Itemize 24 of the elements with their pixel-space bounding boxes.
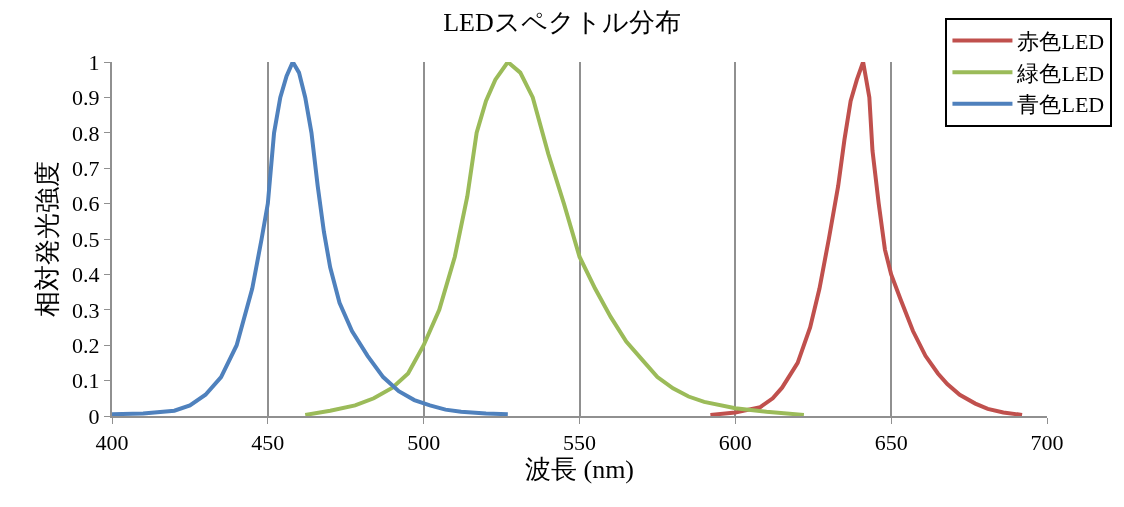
x-tick-label: 500	[407, 430, 441, 456]
y-tick-label: 0.8	[72, 120, 100, 146]
y-tick-label: 0.3	[72, 297, 100, 323]
y-axis-title: 相対発光強度	[33, 161, 62, 317]
y-tick-label: 0.6	[72, 191, 100, 217]
chart-title: LEDスペクトル分布	[443, 7, 681, 37]
legend-label: 赤色LED	[1017, 29, 1105, 55]
legend-label: 青色LED	[1017, 92, 1105, 118]
x-tick-label: 700	[1030, 430, 1064, 456]
x-tick-label: 650	[874, 430, 908, 456]
y-tick-label: 0.4	[72, 262, 100, 288]
y-tick-label: 0	[88, 403, 100, 429]
x-tick-label: 400	[95, 430, 129, 456]
y-tick-label: 0.1	[72, 368, 100, 394]
legend-label: 緑色LED	[1016, 60, 1105, 86]
x-tick-label: 600	[718, 430, 752, 456]
x-tick-label: 450	[251, 430, 285, 456]
y-tick-label: 1	[88, 49, 100, 75]
y-tick-label: 0.7	[72, 155, 100, 181]
x-axis-title: 波長 (nm)	[524, 455, 635, 485]
y-tick-label: 0.2	[72, 332, 100, 358]
y-tick-label: 0.5	[72, 226, 100, 252]
y-tick-label: 0.9	[72, 85, 100, 111]
x-tick-label: 550	[563, 430, 596, 456]
